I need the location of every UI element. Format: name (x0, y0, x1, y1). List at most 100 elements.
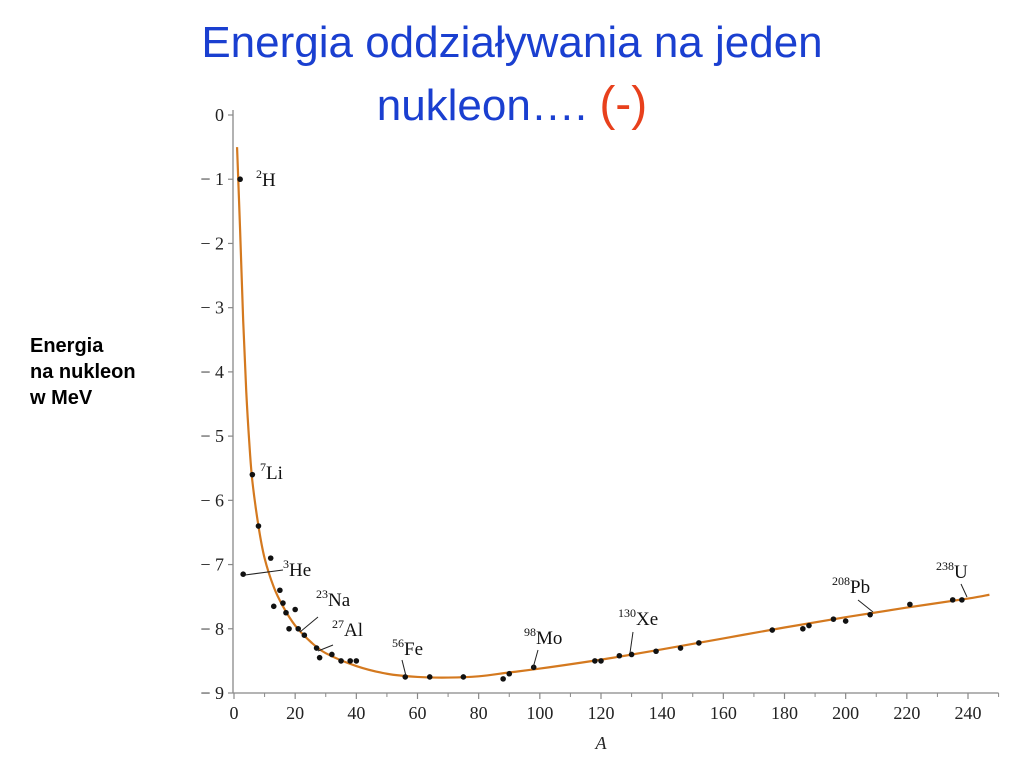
data-point (255, 523, 262, 529)
x-tick-label: 220 (893, 703, 920, 723)
x-tick-label: 80 (470, 703, 488, 723)
isotope-label: 2H (256, 167, 276, 191)
y-tick-label: − 7 (200, 555, 224, 575)
y-tick-label: − 6 (200, 490, 224, 510)
data-point (592, 658, 598, 664)
title-accent: (-) (599, 78, 648, 131)
data-point (628, 651, 635, 658)
isotope-symbol: Fe (404, 639, 423, 660)
y-axis-label-line-2: na nukleon (30, 361, 136, 383)
title-line-2-text: nukleon…. (376, 81, 588, 130)
annotation-leader-line (317, 644, 334, 652)
isotope-label: 130Xe (618, 606, 658, 630)
y-axis-label-line-3: w MeV (30, 387, 93, 409)
data-point (301, 632, 308, 638)
x-tick-label: 180 (771, 703, 798, 723)
isotope-symbol: Li (266, 463, 283, 484)
y-tick-label: − 9 (200, 683, 224, 703)
isotope-mass-number: 3 (283, 557, 289, 571)
x-axis-name: A (595, 733, 608, 753)
data-point (313, 645, 320, 651)
data-point (353, 658, 360, 664)
data-point (830, 616, 837, 622)
data-point (800, 625, 806, 632)
data-point (277, 587, 283, 594)
data-point (677, 645, 684, 651)
data-points (237, 176, 965, 682)
isotope-symbol: He (289, 560, 311, 581)
data-point (769, 627, 776, 633)
binding-energy-curve (235, 147, 990, 679)
data-point (329, 651, 335, 658)
x-tick-label: 160 (710, 703, 737, 723)
data-point (426, 674, 433, 680)
annotation-leader-line (629, 631, 634, 654)
x-tick-label: 200 (832, 703, 859, 723)
title-line-1: Energia oddziaływania na jeden (201, 18, 823, 67)
isotope-label: 27Al (332, 617, 363, 641)
isotope-mass-number: 27 (332, 617, 344, 631)
data-point (506, 670, 513, 677)
data-point (292, 606, 298, 613)
data-point (530, 664, 537, 671)
x-tick-label: 40 (347, 703, 365, 723)
data-point (867, 611, 873, 618)
y-tick-label: − 5 (200, 426, 224, 446)
isotope-mass-number: 238 (936, 559, 954, 573)
isotope-label: 238U (936, 559, 968, 583)
annotation-leader-line (401, 659, 407, 677)
data-point (842, 618, 849, 624)
data-point (240, 571, 246, 577)
isotope-mass-number: 208 (832, 574, 850, 588)
title-line-2: nukleon…. (-) (0, 74, 1024, 137)
data-point (402, 674, 409, 680)
data-point (283, 609, 289, 616)
isotope-label: 56Fe (392, 636, 423, 660)
data-point (286, 625, 292, 632)
x-tick-label: 20 (286, 703, 304, 723)
isotope-symbol: Pb (850, 577, 870, 598)
annotation-leader-line (960, 583, 968, 598)
y-tick-label: − 4 (200, 362, 224, 382)
data-point (959, 597, 965, 603)
data-point (598, 658, 604, 664)
x-tick-label: 100 (526, 703, 553, 723)
data-point (270, 603, 277, 610)
isotope-mass-number: 7 (260, 460, 266, 474)
isotope-label: 3He (283, 557, 311, 581)
isotope-label: 208Pb (832, 574, 870, 598)
y-axis-label: Energia na nukleon w MeV (30, 333, 136, 411)
y-tick-label: 0 (215, 105, 224, 125)
annotation-leaders (244, 569, 968, 677)
isotope-label: 7Li (260, 460, 283, 484)
x-tick-label: 240 (955, 703, 982, 723)
isotope-symbol: H (262, 170, 276, 191)
data-point (653, 648, 659, 655)
page-title: Energia oddziaływania na jeden nukleon….… (0, 12, 1024, 137)
isotope-mass-number: 98 (524, 625, 536, 639)
annotation-leader-line (532, 649, 539, 669)
isotope-symbol: U (954, 562, 968, 583)
isotope-label: 98Mo (524, 625, 562, 649)
annotation-leader-line (299, 616, 319, 633)
isotope-symbol: Mo (536, 628, 562, 649)
data-point (237, 176, 243, 183)
y-tick-label: − 2 (200, 233, 224, 253)
annotation-leader-line (857, 599, 874, 613)
data-point (267, 555, 274, 561)
data-point (347, 658, 354, 664)
data-point (316, 654, 323, 661)
isotope-mass-number: 56 (392, 636, 404, 650)
y-tick-label: − 3 (200, 298, 224, 318)
y-ticks: 0 − 1 − 2 − 3 − 4 − 5 − 6 − 7 − 8 − 9 (200, 105, 233, 703)
x-tick-label: 0 (230, 703, 239, 723)
isotope-mass-number: 130 (618, 606, 636, 620)
isotope-symbol: Na (328, 590, 351, 611)
isotope-symbol: Al (344, 620, 363, 641)
y-axis-label-line-1: Energia (30, 335, 104, 357)
data-point (806, 622, 812, 629)
data-point (500, 676, 506, 682)
y-tick-label: − 1 (200, 169, 224, 189)
data-point (616, 652, 623, 659)
